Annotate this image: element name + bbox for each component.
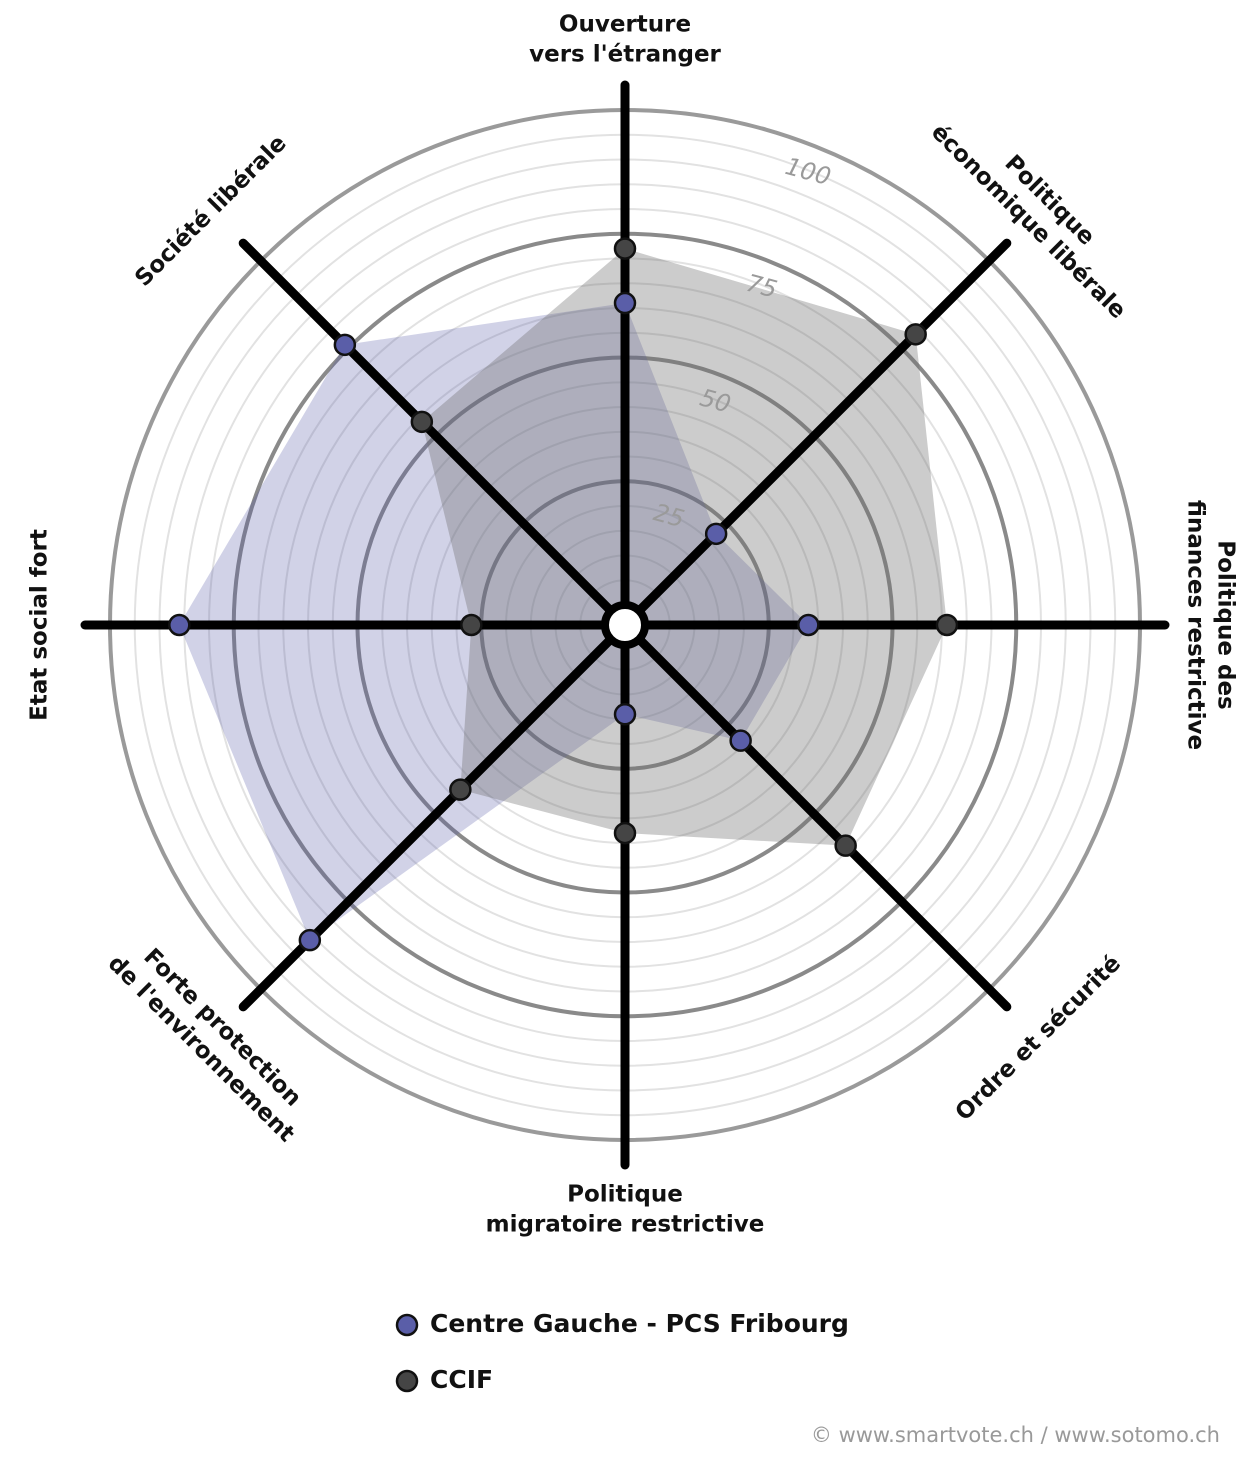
legend-marker [395, 1369, 419, 1393]
axis-label: finances restrictive [1183, 500, 1209, 750]
data-point [904, 323, 927, 346]
legend-label: Centre Gauche - PCS Fribourg [430, 1309, 849, 1338]
data-point [729, 729, 752, 752]
data-point [834, 834, 857, 857]
data-point [797, 613, 820, 637]
r-tick-label: 100 [782, 152, 833, 191]
data-point [613, 821, 637, 845]
spoke [238, 238, 630, 630]
axis-label-group: Etat social fort [27, 529, 53, 721]
center [601, 601, 649, 649]
data-point [298, 928, 322, 952]
axis-label: Politique [567, 1182, 683, 1208]
data-point [449, 778, 472, 801]
data-point [613, 291, 637, 315]
data-point [613, 237, 637, 260]
legend-label: CCIF [430, 1365, 493, 1394]
axis-label: Politique des [1213, 540, 1239, 710]
spoke [620, 620, 1012, 1012]
axis-label: vers l'étranger [529, 42, 721, 68]
data-point [168, 613, 191, 637]
axis-label-group: Politique migratoire restrictive [486, 1182, 765, 1238]
data-point [613, 703, 637, 726]
data-point [935, 613, 959, 637]
data-point [410, 410, 434, 434]
data-point [704, 522, 728, 546]
axis-label: Ouverture [559, 12, 691, 38]
legend-marker [395, 1313, 419, 1337]
source: © www.smartvote.ch / www.sotomo.ch [811, 1423, 1220, 1447]
axis-label: Etat social fort [27, 529, 53, 721]
data-point [333, 333, 357, 357]
axis-label: migratoire restrictive [486, 1212, 765, 1238]
spoke [620, 238, 1012, 630]
data-point [460, 613, 483, 637]
axis-label-group: Ouverture vers l'étranger [529, 12, 721, 68]
